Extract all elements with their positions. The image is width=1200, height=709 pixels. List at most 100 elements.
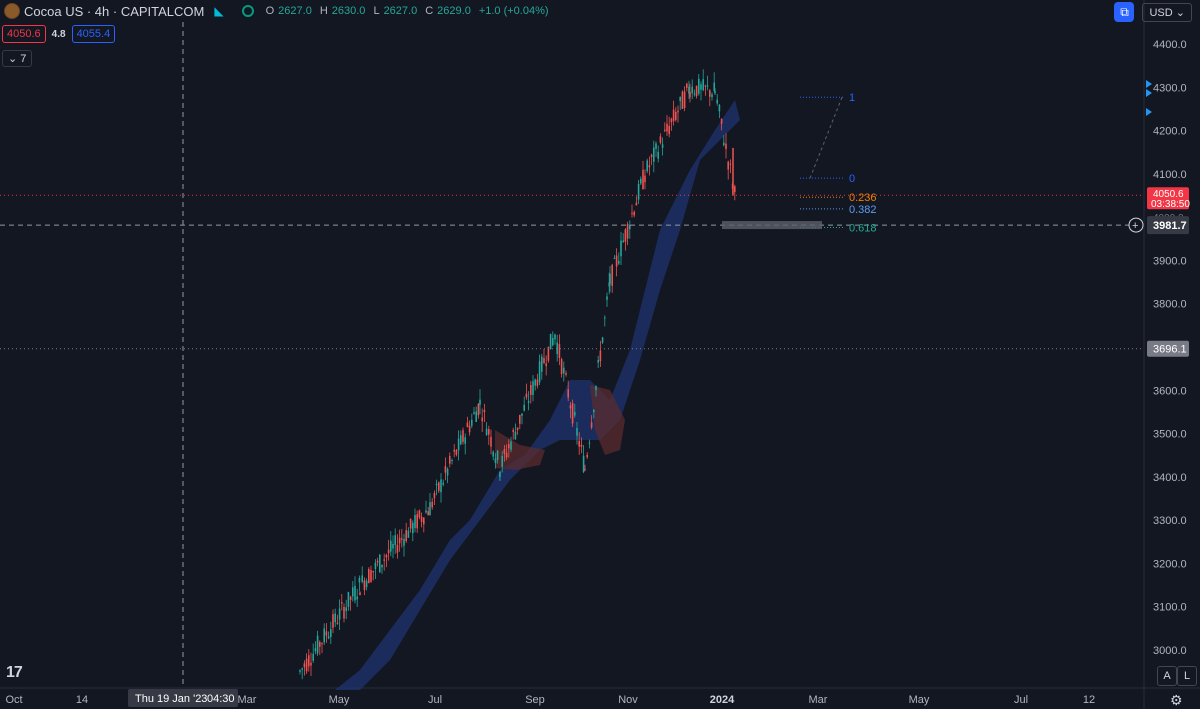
indicators-toggle[interactable]: ⌄ 7 <box>2 50 33 67</box>
currency-selector[interactable]: USD ⌄ <box>1142 2 1192 22</box>
candle-body <box>702 79 704 91</box>
fib-level-label: 0 <box>849 173 855 185</box>
candle-body <box>336 622 339 624</box>
candle-body <box>700 84 702 90</box>
flag-icon[interactable]: ◣ <box>214 4 224 18</box>
candle-body <box>423 517 425 525</box>
candle-body <box>392 543 394 549</box>
candle-body <box>412 522 414 534</box>
candle-body <box>379 554 381 573</box>
candle-body <box>338 608 341 620</box>
candle-body <box>510 441 512 450</box>
symbol-title[interactable]: Cocoa US · 4h · CAPITALCOM <box>24 3 205 19</box>
x-tick-label: Jul <box>428 694 442 706</box>
candle-body <box>501 455 503 467</box>
candle-body <box>604 317 606 319</box>
candle-body <box>516 427 519 430</box>
candle-body <box>496 450 499 460</box>
candle-body <box>706 85 709 87</box>
candle-body <box>299 670 301 672</box>
candle-body <box>532 381 534 395</box>
candle-body <box>543 357 545 364</box>
candle-body <box>530 385 532 395</box>
candle-body <box>416 514 418 529</box>
candle-body <box>586 454 588 458</box>
compare-icon[interactable]: ⧉ <box>1114 2 1135 22</box>
x-tick-label: Mar <box>238 694 257 706</box>
candle-body <box>525 393 528 398</box>
candle-body <box>512 429 514 432</box>
candle-body <box>457 438 460 451</box>
candle-body <box>582 455 585 472</box>
candle-body <box>409 518 412 529</box>
candle-body <box>666 123 668 132</box>
auto-scale-button[interactable]: A <box>1157 666 1177 686</box>
y-tick-label: 3000.0 <box>1153 645 1187 657</box>
market-open-icon <box>241 5 254 17</box>
candle-body <box>725 143 727 149</box>
candle-body <box>608 282 610 287</box>
candle-body <box>569 405 572 409</box>
candle-body <box>571 402 574 424</box>
candle-body <box>711 94 713 98</box>
candle-body <box>381 564 383 568</box>
candle-body <box>334 613 336 623</box>
candle-body <box>729 163 732 165</box>
tradingview-logo[interactable]: 17 <box>6 664 23 681</box>
cloud-bear-band <box>495 430 545 470</box>
candle-body <box>675 111 677 120</box>
open-label: O <box>265 5 275 17</box>
candle-body <box>681 91 684 109</box>
last-price-label: 4050.6 <box>1153 189 1184 200</box>
candle-body <box>349 596 352 600</box>
candle-body <box>668 125 670 135</box>
candle-body <box>361 575 363 582</box>
candle-body <box>471 419 473 426</box>
candle-body <box>394 535 396 545</box>
candle-body <box>622 240 624 242</box>
candle-body <box>558 343 561 358</box>
candle-body <box>405 530 407 542</box>
candle-body <box>374 562 377 569</box>
crosshair-price-label: 3981.7 <box>1153 220 1187 232</box>
candle-body <box>547 346 550 361</box>
buy-price-button[interactable]: 4055.4 <box>71 25 116 43</box>
y-tick-label: 3500.0 <box>1153 429 1187 441</box>
candle-body <box>492 451 494 457</box>
candle-body <box>396 544 399 553</box>
candle-body <box>597 360 599 363</box>
high-label: H <box>319 5 328 17</box>
candle-body <box>368 568 370 584</box>
gear-icon[interactable]: ⚙ <box>1170 692 1183 708</box>
log-scale-button[interactable]: L <box>1177 666 1197 686</box>
candle-body <box>358 577 361 583</box>
candle-body <box>648 165 651 168</box>
candle-body <box>414 515 416 529</box>
sell-price-button[interactable]: 4050.6 <box>2 25 46 43</box>
candle-body <box>672 109 675 121</box>
candle-body <box>477 404 480 416</box>
candle-body <box>473 412 475 414</box>
candle-body <box>505 452 508 458</box>
candle-body <box>398 537 401 544</box>
x-tick-label: Jul <box>1014 694 1028 706</box>
candle-body <box>615 255 618 267</box>
close-value: 2629.0 <box>437 5 471 17</box>
fib-trend-line <box>809 97 843 179</box>
last-price-box <box>1147 187 1189 210</box>
candle-body <box>536 379 539 386</box>
candle-body <box>466 422 469 427</box>
candle-body <box>567 389 569 398</box>
candle-body <box>359 592 361 596</box>
candle-body <box>723 142 725 146</box>
candle-body <box>695 85 698 97</box>
candle-body <box>345 607 347 612</box>
y-tick-label: 3600.0 <box>1153 385 1187 397</box>
candle-body <box>688 86 690 94</box>
candle-body <box>523 404 525 411</box>
candle-body <box>407 530 410 538</box>
candle-body <box>704 85 707 87</box>
candle-body <box>442 482 444 485</box>
candle-body <box>635 202 638 206</box>
